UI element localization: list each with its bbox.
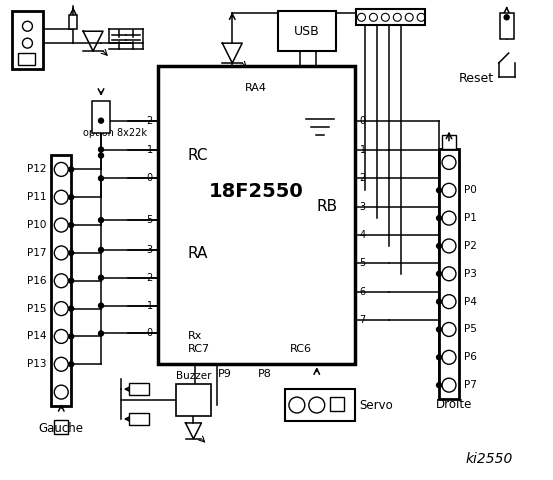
Text: P15: P15 [27, 304, 46, 313]
Text: P12: P12 [27, 165, 46, 174]
Text: P11: P11 [27, 192, 46, 202]
Circle shape [98, 303, 103, 308]
Circle shape [98, 248, 103, 252]
Bar [51, 156, 71, 406]
Text: RA4: RA4 [245, 83, 267, 93]
Circle shape [436, 243, 441, 249]
Circle shape [69, 334, 74, 339]
Text: 2: 2 [147, 273, 153, 283]
Text: RB: RB [317, 199, 338, 214]
Circle shape [98, 276, 103, 280]
Text: Buzzer: Buzzer [176, 371, 211, 381]
Text: P2: P2 [464, 241, 477, 251]
Bar [12, 12, 43, 69]
Text: RC: RC [187, 148, 208, 163]
Circle shape [69, 306, 74, 311]
Text: 1: 1 [147, 300, 153, 311]
Text: 4: 4 [359, 230, 366, 240]
Text: 0: 0 [147, 328, 153, 338]
Text: ki2550: ki2550 [465, 452, 513, 466]
Text: 1: 1 [147, 144, 153, 155]
Bar [54, 420, 68, 434]
Text: 2: 2 [147, 116, 153, 126]
Text: 18F2550: 18F2550 [208, 182, 304, 201]
Text: 0: 0 [359, 116, 366, 126]
Bar [285, 389, 354, 421]
Circle shape [98, 331, 103, 336]
Text: RA: RA [187, 246, 208, 262]
Text: 3: 3 [147, 245, 153, 255]
Text: P16: P16 [27, 276, 46, 286]
Bar [69, 15, 77, 29]
Circle shape [69, 278, 74, 283]
Text: P6: P6 [464, 352, 477, 362]
Text: P1: P1 [464, 213, 477, 223]
Text: P4: P4 [464, 297, 477, 307]
Text: Servo: Servo [359, 398, 393, 411]
Text: P14: P14 [27, 331, 46, 341]
Text: Reset: Reset [459, 72, 494, 85]
Text: 1: 1 [359, 144, 366, 155]
Circle shape [98, 153, 103, 158]
Text: 0: 0 [147, 173, 153, 183]
Bar [356, 9, 425, 25]
Text: Droite: Droite [436, 397, 472, 410]
Circle shape [69, 223, 74, 228]
Bar [278, 12, 336, 51]
Text: 3: 3 [359, 202, 366, 212]
Bar [499, 13, 514, 39]
Text: RC7: RC7 [187, 344, 210, 354]
Text: 5: 5 [147, 215, 153, 225]
Text: 2: 2 [359, 173, 366, 183]
Bar [439, 148, 459, 399]
Circle shape [436, 188, 441, 193]
Circle shape [436, 299, 441, 304]
Text: 5: 5 [359, 258, 366, 268]
Text: P8: P8 [258, 369, 272, 379]
Circle shape [69, 362, 74, 367]
Text: P13: P13 [27, 359, 46, 369]
Text: P7: P7 [464, 380, 477, 390]
Bar [330, 397, 343, 411]
Circle shape [504, 15, 509, 20]
Circle shape [98, 217, 103, 223]
Circle shape [436, 216, 441, 221]
Text: option 8x22k: option 8x22k [83, 128, 147, 138]
Bar [129, 383, 149, 395]
Bar [18, 53, 35, 65]
Text: 7: 7 [359, 314, 366, 324]
Text: P5: P5 [464, 324, 477, 335]
Circle shape [436, 383, 441, 388]
Bar [176, 384, 211, 416]
Circle shape [98, 176, 103, 181]
Text: 6: 6 [359, 287, 366, 297]
Text: Rx: Rx [187, 331, 202, 341]
Text: P0: P0 [464, 185, 477, 195]
Bar [129, 413, 149, 425]
Text: P3: P3 [464, 269, 477, 279]
Circle shape [69, 251, 74, 255]
Text: USB: USB [294, 24, 320, 38]
Circle shape [436, 271, 441, 276]
Circle shape [98, 147, 103, 152]
Text: P10: P10 [27, 220, 46, 230]
Circle shape [69, 195, 74, 200]
Bar [92, 101, 109, 132]
Circle shape [98, 118, 103, 123]
Text: RC6: RC6 [290, 344, 312, 354]
Bar [158, 66, 354, 364]
Circle shape [69, 167, 74, 172]
Text: P17: P17 [27, 248, 46, 258]
Bar [442, 134, 456, 148]
Text: Gauche: Gauche [39, 422, 84, 435]
Text: P9: P9 [218, 369, 232, 379]
Circle shape [436, 327, 441, 332]
Circle shape [436, 355, 441, 360]
